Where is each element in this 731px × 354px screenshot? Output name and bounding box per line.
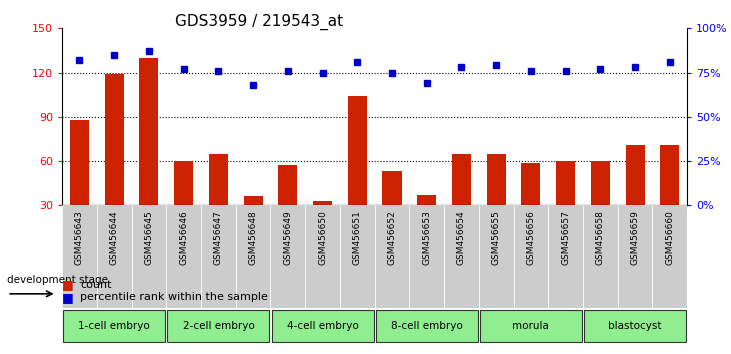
Bar [626,145,645,250]
Bar [452,154,471,250]
Bar [167,205,201,308]
Text: GSM456652: GSM456652 [387,210,396,265]
Text: 4-cell embryo: 4-cell embryo [287,321,358,331]
Text: GSM456656: GSM456656 [526,210,535,266]
Text: ■: ■ [62,291,74,304]
Text: GSM456655: GSM456655 [492,210,501,266]
Bar [132,205,166,308]
Text: GSM456658: GSM456658 [596,210,605,266]
Text: percentile rank within the sample: percentile rank within the sample [80,292,268,302]
Bar [313,201,332,250]
Text: GSM456648: GSM456648 [249,210,257,265]
Bar [140,58,159,250]
Text: count: count [80,280,112,290]
Bar [556,161,575,250]
Text: GSM456657: GSM456657 [561,210,570,266]
Bar [660,145,679,250]
Text: ■: ■ [62,279,74,291]
Text: GSM456643: GSM456643 [75,210,84,265]
FancyBboxPatch shape [271,310,374,342]
Text: GSM456660: GSM456660 [665,210,674,266]
Text: blastocyst: blastocyst [608,321,662,331]
Text: GSM456653: GSM456653 [423,210,431,266]
Bar [479,205,513,308]
Bar [209,154,228,250]
Text: GSM456654: GSM456654 [457,210,466,265]
Text: morula: morula [512,321,549,331]
Bar [62,205,96,308]
Bar [96,205,132,308]
Bar [348,96,367,250]
Bar [521,162,540,250]
Bar [374,205,409,308]
Text: GSM456647: GSM456647 [214,210,223,265]
Bar [70,120,89,250]
Bar [618,205,652,308]
Bar [243,196,262,250]
Text: GDS3959 / 219543_at: GDS3959 / 219543_at [175,14,343,30]
FancyBboxPatch shape [63,310,165,342]
Text: GSM456649: GSM456649 [284,210,292,265]
FancyBboxPatch shape [584,310,686,342]
Text: GSM456644: GSM456644 [110,210,118,265]
Text: GSM456659: GSM456659 [631,210,640,266]
Text: GSM456646: GSM456646 [179,210,188,265]
Bar [279,166,298,250]
Text: 1-cell embryo: 1-cell embryo [78,321,150,331]
Bar [591,161,610,250]
Bar [417,195,436,250]
Text: 2-cell embryo: 2-cell embryo [183,321,254,331]
Bar [513,205,548,308]
Bar [487,154,506,250]
Bar [583,205,618,308]
Text: GSM456650: GSM456650 [318,210,327,266]
FancyBboxPatch shape [480,310,582,342]
Bar [105,74,124,250]
FancyBboxPatch shape [167,310,270,342]
Bar [201,205,235,308]
FancyBboxPatch shape [376,310,478,342]
Text: GSM456645: GSM456645 [145,210,154,265]
Text: development stage: development stage [7,275,108,285]
Bar [382,171,401,250]
Text: 8-cell embryo: 8-cell embryo [391,321,463,331]
Bar [548,205,583,308]
Bar [444,205,479,308]
Text: GSM456651: GSM456651 [353,210,362,266]
Bar [652,205,687,308]
Bar [306,205,340,308]
Bar [235,205,270,308]
Bar [174,161,193,250]
Bar [340,205,374,308]
Bar [270,205,306,308]
Bar [409,205,444,308]
